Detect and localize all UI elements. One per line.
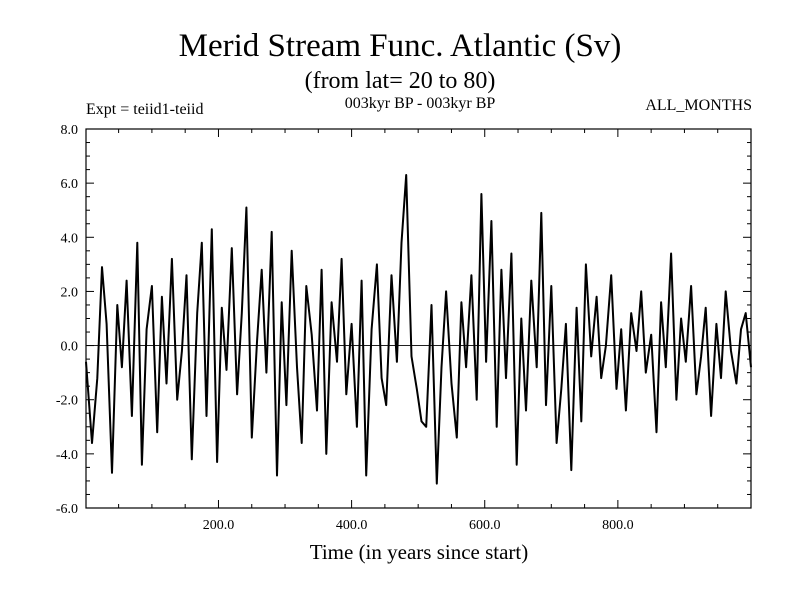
months-label: ALL_MONTHS — [645, 97, 752, 114]
x-tick-label: 800.0 — [602, 518, 634, 533]
y-tick-label: 4.0 — [61, 231, 79, 246]
x-tick-label: 400.0 — [336, 518, 368, 533]
series-line — [85, 174, 752, 485]
x-tick-label: 600.0 — [469, 518, 501, 533]
x-axis-label: Time (in years since start) — [309, 540, 529, 564]
experiment-label: Expt = teiid1-teiid — [86, 101, 204, 118]
chart-title: Merid Stream Func. Atlantic (Sv) — [178, 28, 622, 64]
x-tick-label: 200.0 — [203, 518, 235, 533]
plot-frame — [85, 128, 752, 509]
y-tick-label: 0.0 — [61, 340, 79, 355]
y-tick-label: 8.0 — [61, 123, 79, 138]
y-tick-label: -4.0 — [56, 448, 78, 463]
y-tick-label: 2.0 — [61, 285, 79, 300]
period-label: 003kyr BP - 003kyr BP — [344, 95, 496, 112]
tick-layer: -6.0 -4.0 -2.0 0.0 2.0 4.0 6.0 8.0 200.0 400.0 600… — [56, 123, 751, 533]
y-tick-label: -2.0 — [56, 394, 78, 409]
y-tick-label: -6.0 — [56, 502, 78, 517]
y-tick-label: 6.0 — [61, 177, 79, 192]
chart-subtitle: (from lat= 20 to 80) — [304, 68, 496, 94]
